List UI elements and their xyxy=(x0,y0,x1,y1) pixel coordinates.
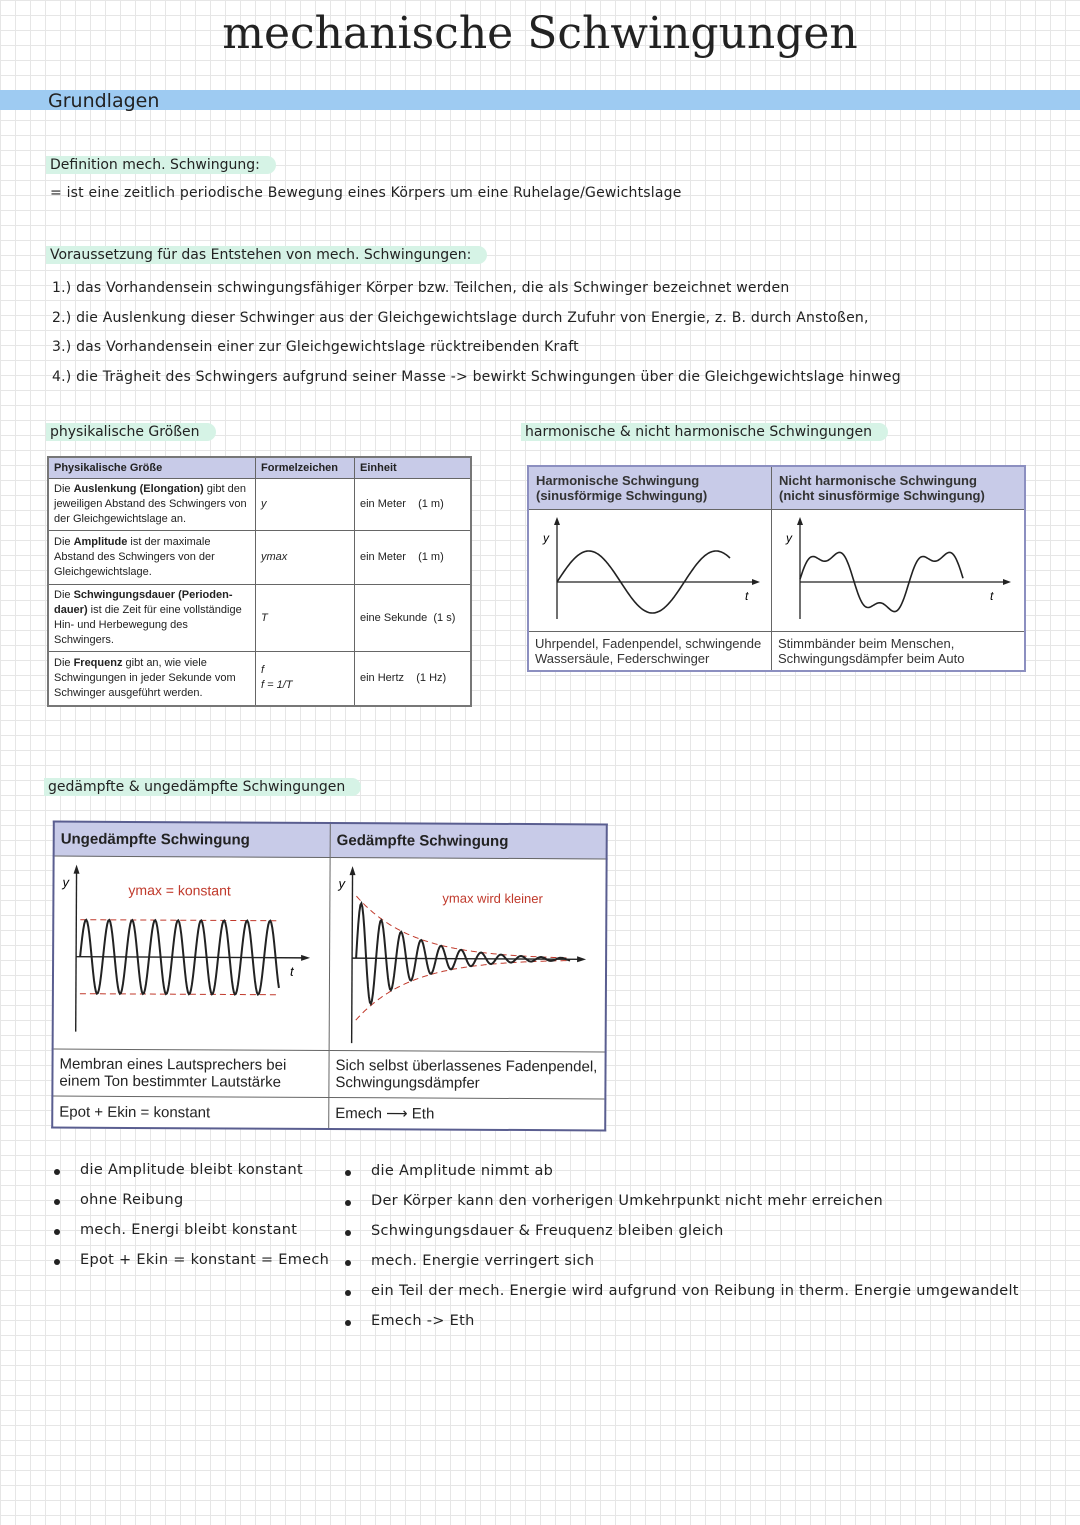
undamped-examples: Membran eines Lautsprechers bei einem To… xyxy=(52,1049,330,1098)
page-title: mechanische Schwingungen xyxy=(222,8,858,59)
damped-wave-diagram: y ymax wird kleiner xyxy=(337,866,587,1044)
list-item: ein Teil der mech. Energie wird aufgrund… xyxy=(345,1283,1019,1313)
list-item: 2.) die Auslenkung dieser Schwinger aus … xyxy=(52,309,869,326)
definition-text: = ist eine zeitlich periodische Bewegung… xyxy=(50,185,682,201)
requirements-heading: Voraussetzung für das Entstehen von mech… xyxy=(46,246,488,264)
list-item: mech. Energi bleibt konstant xyxy=(54,1222,329,1252)
list-item: 1.) das Vorhandensein schwingungsfähiger… xyxy=(52,280,790,296)
svg-text:ymax = konstant: ymax = konstant xyxy=(128,882,231,899)
sine-wave-diagram: yt xyxy=(542,517,760,619)
list-item: Epot + Ekin = konstant = Emech xyxy=(54,1252,329,1282)
list-item: Schwingungsdauer & Freuquenz bleiben gle… xyxy=(345,1223,1019,1253)
column-header: Physikalische Größe xyxy=(47,456,256,479)
nonsine-wave-diagram: yt xyxy=(785,517,1011,619)
damped-formula: Emech ⟶ Eth xyxy=(328,1097,606,1131)
svg-text:ymax wird kleiner: ymax wird kleiner xyxy=(442,891,543,907)
column-header: Ungedämpfte Schwingung xyxy=(53,821,331,858)
list-item: ohne Reibung xyxy=(54,1192,329,1222)
table-row: Die Amplitude ist der maximale Abstand d… xyxy=(47,530,472,585)
column-header: Gedämpfte Schwingung xyxy=(330,823,607,859)
svg-text:t: t xyxy=(745,589,749,603)
harmonic-heading: harmonische & nicht harmonische Schwingu… xyxy=(521,423,889,441)
svg-text:y: y xyxy=(542,531,550,545)
undamped-formula: Epot + Ekin = konstant xyxy=(52,1096,329,1129)
section-band xyxy=(0,90,1080,110)
column-header: Harmonische Schwingung xyxy=(536,473,700,488)
definition-heading: Definition mech. Schwingung: xyxy=(46,156,276,174)
list-item: Emech -> Eth xyxy=(345,1313,1019,1343)
undamped-wave-diagram: y t ymax = konstant xyxy=(61,864,311,1032)
svg-text:t: t xyxy=(290,964,295,979)
quantities-heading: physikalische Größen xyxy=(46,423,216,441)
section-heading: Grundlagen xyxy=(48,90,160,112)
table-row: Die Auslenkung (Elongation) gibt den jew… xyxy=(47,478,472,531)
damping-table: Ungedämpfte Schwingung Gedämpfte Schwingu… xyxy=(51,820,608,1132)
svg-text:t: t xyxy=(990,589,994,603)
quantities-table: Physikalische Größe Formelzeichen Einheit … xyxy=(47,456,472,707)
table-row: Die Schwingungsdauer (Perioden­dauer) is… xyxy=(47,584,472,652)
list-item: 4.) die Trägheit des Schwingers aufgrund… xyxy=(52,369,901,386)
column-header: Formelzeichen xyxy=(255,456,355,479)
list-item: die Amplitude bleibt konstant xyxy=(54,1162,329,1192)
damped-bullets: die Amplitude nimmt ab Der Körper kann d… xyxy=(345,1163,1019,1343)
damping-heading: gedämpfte & ungedämpfte Schwingungen xyxy=(44,778,362,796)
list-item: die Amplitude nimmt ab xyxy=(345,1163,1019,1193)
harmonic-examples: Uhrpendel, Fadenpendel, schwingende Wass… xyxy=(527,631,772,672)
nonharmonic-examples: Stimmbänder beim Menschen, Schwingungsdä… xyxy=(771,631,1026,672)
list-item: mech. Energie verringert sich xyxy=(345,1253,1019,1283)
table-row: Die Frequenz gibt an, wie viele Schwingu… xyxy=(47,651,472,706)
svg-text:y: y xyxy=(785,531,793,545)
column-header: Einheit xyxy=(354,456,472,479)
column-header: Nicht harmonische Schwingung xyxy=(779,473,977,488)
svg-text:y: y xyxy=(337,876,346,891)
svg-text:y: y xyxy=(61,875,70,890)
list-item: Der Körper kann den vorherigen Umkehrpun… xyxy=(345,1193,1019,1223)
harmonic-table: Harmonische Schwingung (sinusförmige Schw… xyxy=(527,465,1026,672)
undamped-bullets: die Amplitude bleibt konstant ohne Reibu… xyxy=(54,1162,329,1282)
damped-examples: Sich selbst überlassenes Fadenpendel, Sc… xyxy=(328,1050,606,1099)
requirements-list: 1.) das Vorhandensein schwingungsfähiger… xyxy=(52,274,901,393)
list-item: 3.) das Vorhandensein einer zur Gleichge… xyxy=(52,339,579,356)
